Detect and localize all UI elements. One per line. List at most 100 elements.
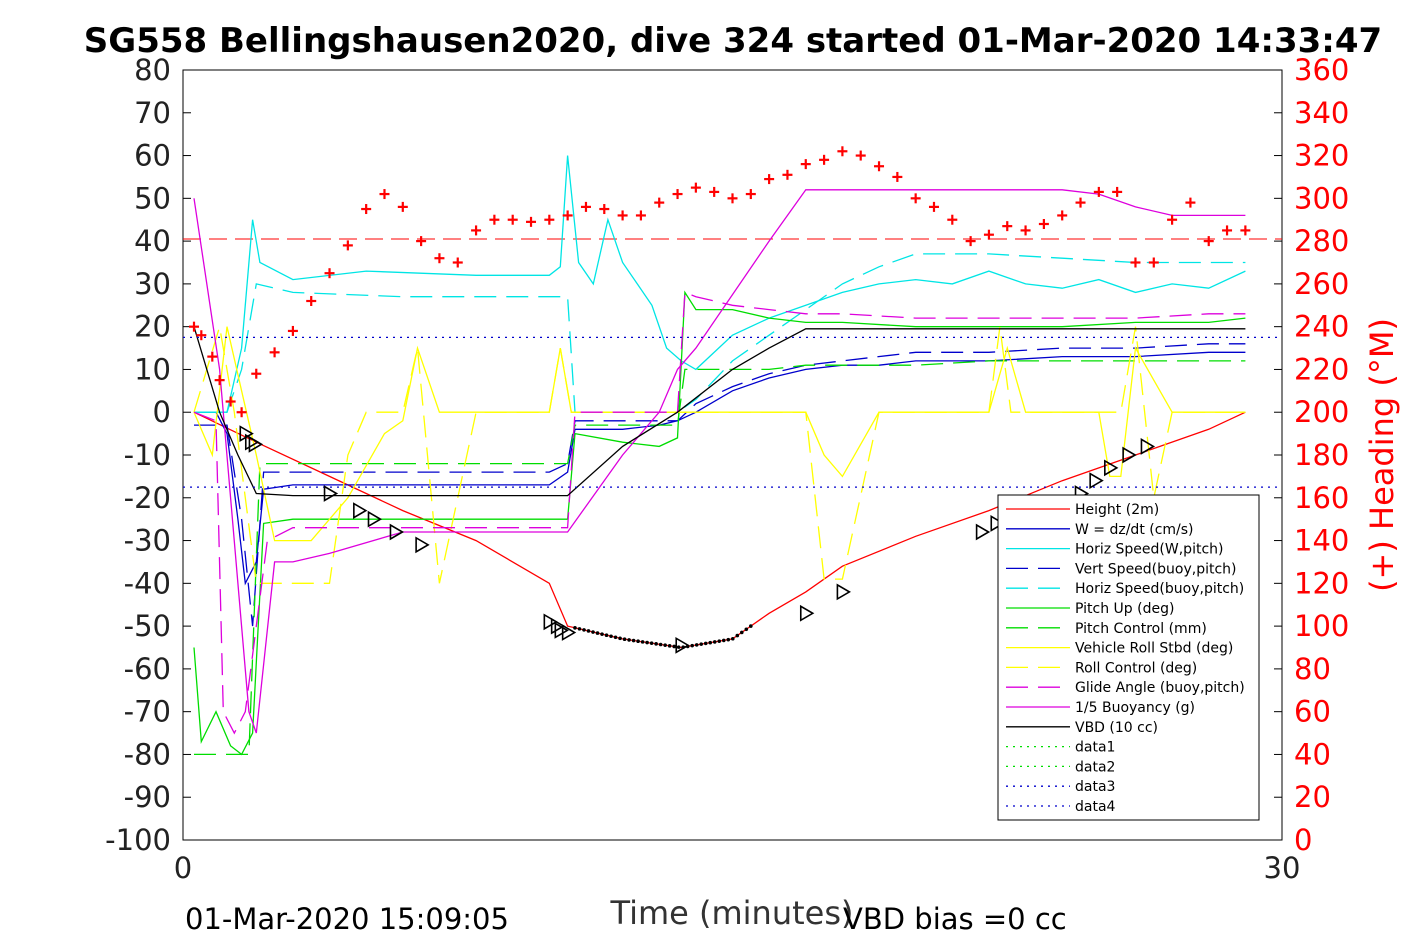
bottom-dot <box>573 626 577 630</box>
series-horiz_buoy <box>194 253 1246 413</box>
bottom-dot <box>721 638 726 643</box>
heading-point <box>617 210 628 221</box>
dive-marker <box>248 435 264 453</box>
heading-point <box>745 189 756 200</box>
right-tick-label: 20 <box>1294 780 1331 814</box>
heading-point <box>1185 197 1196 208</box>
heading-point <box>225 396 236 407</box>
dive-marker <box>353 502 368 520</box>
y-tick-label: -30 <box>124 524 171 558</box>
heading-point <box>269 347 280 358</box>
legend-entry-data4: data4 <box>1006 799 1116 815</box>
legend-label: Horiz Speed(buoy,pitch) <box>1075 581 1244 597</box>
heading-point <box>1057 210 1068 221</box>
bottom-dot <box>690 643 695 648</box>
legend-label: Vehicle Roll Stbd (deg) <box>1075 641 1233 657</box>
x-tick-label: 0 <box>174 851 192 885</box>
legend-label: VBD (10 cc) <box>1075 720 1158 736</box>
heading-point <box>1112 186 1123 197</box>
dive-marker <box>799 604 815 622</box>
legend-entry-pitch_ctrl: Pitch Control (mm) <box>1006 621 1207 637</box>
heading-point <box>1002 221 1013 232</box>
y-tick-label: 80 <box>134 53 171 87</box>
legend-entry-roll_ctrl: Roll Control (deg) <box>1006 660 1197 676</box>
bottom-dot <box>577 627 582 631</box>
heading-point <box>1038 219 1049 229</box>
heading-point <box>562 210 573 221</box>
chart-title: SG558 Bellingshausen2020, dive 324 start… <box>84 21 1382 61</box>
bottom-dot <box>749 624 753 628</box>
heading-point <box>1222 225 1233 236</box>
right-axis-label: (+) Heading (°M) <box>1363 318 1401 592</box>
y-tick-label: -60 <box>124 652 171 686</box>
bottom-dot <box>613 635 618 640</box>
right-tick-label: 100 <box>1294 609 1349 643</box>
heading-point <box>1167 214 1178 225</box>
right-tick-label: 320 <box>1294 139 1349 173</box>
legend-entry-vert_buoy: Vert Speed(buoy,pitch) <box>1006 561 1237 577</box>
legend-entry-data2: data2 <box>1006 759 1115 775</box>
y-tick-label: -90 <box>124 780 171 814</box>
heading-point <box>196 330 207 341</box>
heading-point <box>324 268 335 279</box>
vbd-bias-label: VBD bias =0 cc <box>843 902 1067 936</box>
series-w <box>194 351 1246 586</box>
legend-entry-vbd: VBD (10 cc) <box>1006 720 1158 736</box>
series-horiz_w <box>194 155 1246 413</box>
heading-point <box>965 236 976 247</box>
bottom-dot <box>676 645 681 649</box>
right-tick-label: 180 <box>1294 438 1349 472</box>
y-tick-label: -50 <box>124 609 171 643</box>
right-tick-label: 200 <box>1294 395 1349 429</box>
legend-label: Pitch Up (deg) <box>1075 601 1174 617</box>
legend-entry-roll: Vehicle Roll Stbd (deg) <box>1006 641 1233 657</box>
bottom-dot <box>658 642 663 647</box>
series-vbd <box>193 326 1246 497</box>
bottom-dot <box>645 640 649 645</box>
right-tick-label: 260 <box>1294 267 1349 301</box>
heading-point <box>654 197 665 208</box>
legend-label: Glide Angle (buoy,pitch) <box>1075 680 1245 696</box>
dive-marker <box>323 485 339 502</box>
legend-entry-pitch_up: Pitch Up (deg) <box>1006 601 1174 617</box>
right-tick-label: 220 <box>1294 352 1349 386</box>
bottom-dot <box>582 628 586 632</box>
legend-label: data3 <box>1075 779 1115 795</box>
bottom-dot <box>744 627 749 632</box>
bottom-dot <box>604 633 609 637</box>
bottom-dot <box>627 638 631 642</box>
heading-point <box>855 150 866 161</box>
heading-point <box>361 204 372 215</box>
series-layer <box>183 155 1282 756</box>
heading-point <box>489 214 500 225</box>
legend-label: data1 <box>1075 740 1115 756</box>
bottom-dot <box>663 643 667 647</box>
dive-marker <box>1104 459 1119 477</box>
series-roll_ctrl <box>193 326 1246 584</box>
y-tick-label: 70 <box>134 96 171 130</box>
series-buoyancy <box>193 189 1246 734</box>
legend-label: Horiz Speed(W,pitch) <box>1075 542 1223 558</box>
series-vert_buoy <box>194 343 1246 627</box>
dive-marker <box>975 523 991 541</box>
heading-point <box>416 236 427 247</box>
right-tick-label: 340 <box>1294 96 1349 130</box>
heading-point <box>188 321 199 332</box>
heading-point <box>709 186 720 197</box>
y-tick-label: 0 <box>153 395 171 429</box>
heading-point <box>1130 257 1141 268</box>
heading-point <box>635 210 646 221</box>
heading-point <box>837 146 848 157</box>
legend-entry-height: Height (2m) <box>1006 502 1159 518</box>
heading-point <box>342 240 353 251</box>
heading-point <box>874 161 885 172</box>
dive-marker <box>543 613 558 631</box>
y-tick-label: 30 <box>134 267 171 301</box>
bottom-dot <box>640 640 645 644</box>
bottom-dot <box>649 641 654 645</box>
bottom-dot <box>600 632 604 636</box>
heading-point <box>1203 236 1214 247</box>
bottom-dot <box>618 636 622 641</box>
series-pitch_up <box>193 290 1246 756</box>
heading-point <box>800 159 811 170</box>
